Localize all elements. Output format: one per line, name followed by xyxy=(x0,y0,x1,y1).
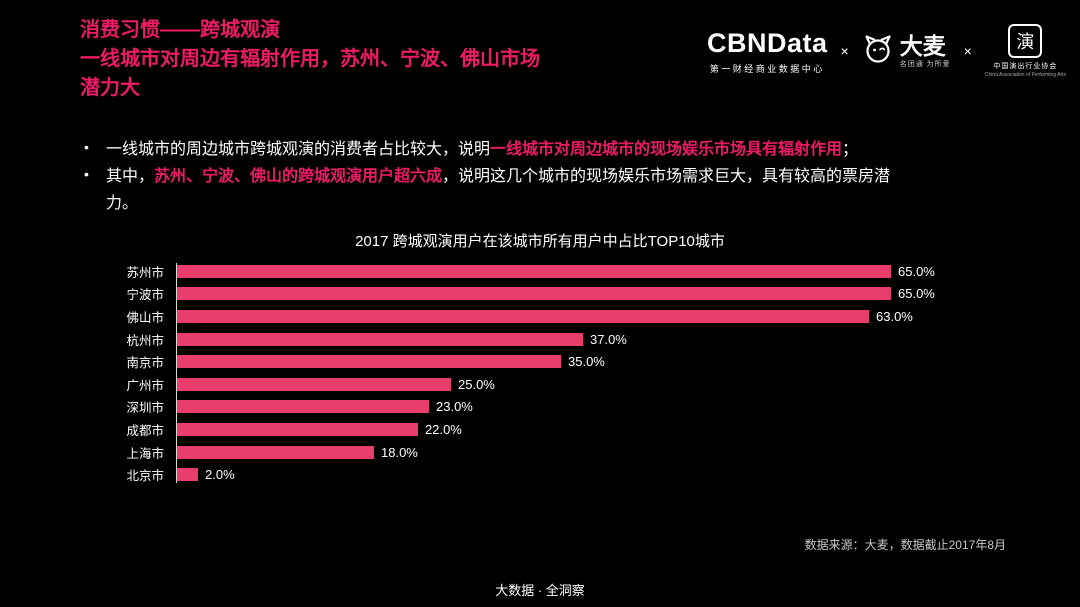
chart-title: 2017 跨城观演用户在该城市所有用户中占比TOP10城市 xyxy=(355,233,725,250)
value-label: 25.0% xyxy=(458,376,495,392)
chart-row: 苏州市 65.0% xyxy=(80,260,1030,283)
cbndata-logo: CBNData 第一财经商业数据中心 xyxy=(707,28,828,75)
bullet-plain-text: ； xyxy=(842,141,859,158)
bullet-marker: • xyxy=(84,166,89,183)
chart-row: 北京市 2.0% xyxy=(80,463,1030,486)
bullet-highlight-text: 一线城市对周边城市的现场娱乐市场具有辐射作用 xyxy=(490,141,843,158)
footer-tagline: 大数据 · 全洞察 xyxy=(495,583,585,598)
value-label: 65.0% xyxy=(898,263,935,279)
logo-lockup: CBNData 第一财经商业数据中心 × 大麦 名团通 为所爱 × 演 中 xyxy=(707,24,1066,78)
capa-name-cn: 中国演出行业协会 xyxy=(993,63,1058,70)
chart-row: 佛山市 63.0% xyxy=(80,305,1030,328)
value-label: 23.0% xyxy=(436,399,473,415)
category-label: 广州市 xyxy=(126,378,164,393)
category-label: 苏州市 xyxy=(126,265,164,280)
bar-area: 37.0% xyxy=(176,332,1030,347)
bar xyxy=(176,400,429,414)
category-label: 宁波市 xyxy=(126,288,164,303)
value-label: 65.0% xyxy=(898,286,935,302)
category-label: 成都市 xyxy=(126,423,164,438)
title-line-3: 潜力大 xyxy=(80,77,140,99)
bullet-plain-text: ，说明这几个城市的现场娱乐市场需求巨大，具有较高的票房潜力。 xyxy=(106,168,891,213)
y-axis-line xyxy=(176,263,177,483)
category-label: 上海市 xyxy=(126,446,164,461)
chart-row: 杭州市 37.0% xyxy=(80,328,1030,351)
bar xyxy=(176,355,561,369)
bullet-item: • 一线城市的周边城市跨城观演的消费者占比较大，说明一线城市对周边城市的现场娱乐市… xyxy=(84,136,914,163)
bar-area: 22.0% xyxy=(176,422,1030,437)
bar xyxy=(176,264,891,278)
bullet-list: • 一线城市的周边城市跨城观演的消费者占比较大，说明一线城市对周边城市的现场娱乐市… xyxy=(84,136,914,218)
value-label: 37.0% xyxy=(590,331,627,347)
bar xyxy=(176,468,198,482)
chart-row: 上海市 18.0% xyxy=(80,441,1030,464)
bullet-marker: • xyxy=(84,139,89,155)
bullet-highlight-text: 苏州、宁波、佛山的跨城观演用户超六成 xyxy=(154,168,443,186)
chart-row: 南京市 35.0% xyxy=(80,350,1030,373)
bar-area: 25.0% xyxy=(176,377,1030,392)
bullet-plain-text: 一线城市的周边城市跨城观演的消费者占比较大，说明 xyxy=(106,141,491,158)
bar-area: 18.0% xyxy=(176,445,1030,460)
bullet-text: 一线城市的周边城市跨城观演的消费者占比较大，说明一线城市对周边城市的现场娱乐市场… xyxy=(106,136,914,163)
value-label: 22.0% xyxy=(425,421,462,437)
damai-logo: 大麦 名团通 为所爱 xyxy=(862,32,951,69)
chart-rows: 苏州市 65.0% 宁波市 65.0% 佛山市 63.0% 杭州市 37.0% 南京市 35.0%… xyxy=(80,260,1030,486)
bar xyxy=(176,445,374,459)
value-label: 2.0% xyxy=(205,467,235,483)
bar-chart: 苏州市 65.0% 宁波市 65.0% 佛山市 63.0% 杭州市 37.0% 南京市 35.0%… xyxy=(80,260,1030,486)
damai-wordmark: 大麦 xyxy=(899,32,946,59)
chart-row: 成都市 22.0% xyxy=(80,418,1030,441)
chart-row: 宁波市 65.0% xyxy=(80,283,1030,306)
category-label: 南京市 xyxy=(126,356,164,371)
bar xyxy=(176,309,869,323)
logo-separator: × xyxy=(840,43,849,59)
title-block: 消费习惯——跨城观演 一线城市对周边有辐射作用，苏州、宁波、佛山市场 潜力大 xyxy=(80,16,540,103)
bar xyxy=(176,287,891,301)
value-label: 35.0% xyxy=(568,354,605,370)
bullet-item: • 其中，苏州、宁波、佛山的跨城观演用户超六成，说明这几个城市的现场娱乐市场需求巨… xyxy=(84,163,914,217)
capa-seal-icon: 演 xyxy=(1008,24,1043,58)
bullet-plain-text: 其中， xyxy=(106,168,155,186)
capa-logo: 演 中国演出行业协会 China Association of Performi… xyxy=(985,24,1066,78)
bar-area: 65.0% xyxy=(176,286,1030,301)
bar-area: 35.0% xyxy=(176,354,1030,369)
title-line-2: 一线城市对周边有辐射作用，苏州、宁波、佛山市场 xyxy=(80,48,540,70)
bar-area: 2.0% xyxy=(176,467,1030,482)
title-line-1: 消费习惯——跨城观演 xyxy=(80,19,280,41)
value-label: 18.0% xyxy=(381,444,418,460)
category-label: 杭州市 xyxy=(126,333,164,348)
damai-cat-icon xyxy=(862,34,894,69)
bar xyxy=(176,332,583,346)
damai-tagline: 名团通 为所爱 xyxy=(899,60,951,68)
category-label: 深圳市 xyxy=(126,401,164,416)
chart-row: 深圳市 23.0% xyxy=(80,396,1030,419)
capa-name-en: China Association of Performing Arts xyxy=(984,72,1066,78)
cbndata-subtitle: 第一财经商业数据中心 xyxy=(709,63,825,74)
logo-separator: × xyxy=(963,43,972,59)
bar-area: 23.0% xyxy=(176,399,1030,414)
bar xyxy=(176,422,418,436)
category-label: 北京市 xyxy=(126,469,164,484)
bullet-text: 其中，苏州、宁波、佛山的跨城观演用户超六成，说明这几个城市的现场娱乐市场需求巨大… xyxy=(106,163,914,217)
data-source-note: 数据来源：大麦，数据截止2017年8月 xyxy=(804,538,1006,552)
category-label: 佛山市 xyxy=(126,310,164,325)
bar-area: 63.0% xyxy=(176,309,1030,324)
damai-text: 大麦 名团通 为所爱 xyxy=(899,32,951,69)
chart-row: 广州市 25.0% xyxy=(80,373,1030,396)
value-label: 63.0% xyxy=(876,308,913,324)
bar xyxy=(176,377,451,391)
bar-area: 65.0% xyxy=(176,264,1030,279)
cbndata-wordmark: CBNData xyxy=(706,27,828,58)
